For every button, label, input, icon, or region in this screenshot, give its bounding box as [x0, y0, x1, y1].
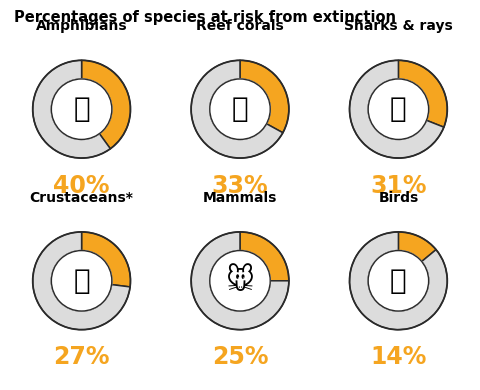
- Text: Mammals: Mammals: [203, 191, 277, 205]
- Text: 🐦: 🐦: [390, 267, 407, 295]
- Text: 🪸: 🪸: [232, 95, 248, 123]
- Text: Reef corals: Reef corals: [196, 19, 284, 33]
- Wedge shape: [191, 232, 289, 330]
- Wedge shape: [82, 232, 131, 287]
- Text: 🐭: 🐭: [226, 267, 254, 295]
- Circle shape: [368, 79, 429, 140]
- Text: 40%: 40%: [53, 174, 110, 198]
- Circle shape: [368, 250, 429, 311]
- Text: 🦀: 🦀: [73, 267, 90, 295]
- Wedge shape: [398, 60, 447, 127]
- Circle shape: [51, 79, 112, 140]
- Wedge shape: [33, 60, 110, 158]
- Wedge shape: [398, 232, 436, 262]
- Text: Percentages of species at risk from extinction: Percentages of species at risk from exti…: [14, 10, 396, 25]
- Text: Amphibians: Amphibians: [36, 19, 127, 33]
- Wedge shape: [240, 232, 289, 281]
- Text: 🐸: 🐸: [73, 95, 90, 123]
- Text: 25%: 25%: [212, 345, 268, 369]
- Wedge shape: [349, 60, 444, 158]
- Wedge shape: [349, 232, 447, 330]
- Wedge shape: [82, 60, 131, 149]
- Circle shape: [210, 250, 270, 311]
- Text: 🦈: 🦈: [390, 95, 407, 123]
- Circle shape: [51, 250, 112, 311]
- Circle shape: [210, 79, 270, 140]
- Text: 33%: 33%: [212, 174, 268, 198]
- Text: 31%: 31%: [370, 174, 427, 198]
- Wedge shape: [191, 60, 283, 158]
- Wedge shape: [33, 232, 130, 330]
- Text: Crustaceans*: Crustaceans*: [30, 191, 133, 205]
- Text: Birds: Birds: [378, 191, 419, 205]
- Text: Sharks & rays: Sharks & rays: [344, 19, 453, 33]
- Text: 27%: 27%: [53, 345, 110, 369]
- Text: 14%: 14%: [370, 345, 427, 369]
- Wedge shape: [240, 60, 289, 133]
